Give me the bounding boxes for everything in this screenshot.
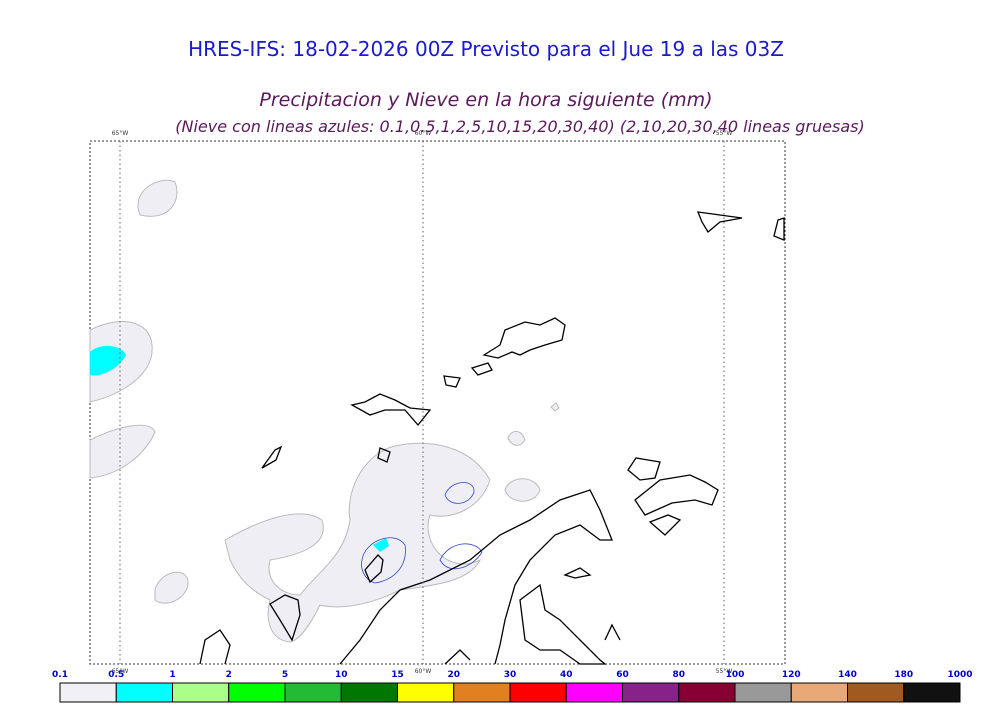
colorbar-label: 0.1 xyxy=(52,670,68,680)
map: 65°W 60°W 55°W 65°W 60°W 55°W xyxy=(89,130,786,675)
colorbar-label: 80 xyxy=(672,670,685,680)
colorbar-box xyxy=(565,682,623,703)
colorbar-label: 40 xyxy=(560,670,573,680)
precip-cyan xyxy=(373,538,389,552)
colorbar-label: 5 xyxy=(282,670,288,680)
colorbar-box xyxy=(678,682,736,703)
colorbar-box xyxy=(847,682,905,703)
colorbar: 0.1 0.5 1 2 5 10 15 20 30 40 60 80 100 120 140 180 1000 xyxy=(52,670,973,703)
map-frame xyxy=(89,140,786,665)
title: HRES-IFS: 18-02-2026 00Z Previsto para e… xyxy=(188,37,784,61)
colorbar-label: 180 xyxy=(894,670,913,680)
colorbar-label: 0.5 xyxy=(108,670,124,680)
precip-areas xyxy=(89,179,560,643)
colorbar-box xyxy=(59,682,117,703)
colorbar-box xyxy=(115,682,173,703)
colorbar-label: 100 xyxy=(726,670,745,680)
colorbar-box xyxy=(228,682,286,703)
longitude-label: 60°W xyxy=(415,668,432,675)
colorbar-box xyxy=(340,682,398,703)
colorbar-box xyxy=(509,682,567,703)
longitude-label: 65°W xyxy=(112,668,129,675)
note: (Nieve con lineas azules: 0.1,0.5,1,2,5,… xyxy=(175,117,864,136)
colorbar-label: 10 xyxy=(335,670,348,680)
coastlines xyxy=(199,211,785,665)
colorbar-label: 1 xyxy=(169,670,175,680)
longitude-label: 60°W xyxy=(415,130,432,137)
colorbar-box xyxy=(622,682,680,703)
precip-cyan xyxy=(90,345,126,376)
colorbar-label: 120 xyxy=(782,670,801,680)
colorbar-label: 20 xyxy=(447,670,460,680)
colorbar-box xyxy=(903,682,961,703)
longitude-label: 65°W xyxy=(112,130,129,137)
colorbar-box xyxy=(734,682,792,703)
longitude-label: 55°W xyxy=(716,668,733,675)
colorbar-label: 1000 xyxy=(947,670,972,680)
colorbar-label: 15 xyxy=(391,670,404,680)
colorbar-box xyxy=(453,682,511,703)
colorbar-label: 60 xyxy=(616,670,629,680)
colorbar-box xyxy=(172,682,230,703)
colorbar-box xyxy=(790,682,848,703)
colorbar-label: 140 xyxy=(838,670,857,680)
colorbar-box xyxy=(397,682,455,703)
colorbar-box xyxy=(284,682,342,703)
subtitle: Precipitacion y Nieve en la hora siguien… xyxy=(259,89,712,111)
longitude-label: 55°W xyxy=(716,130,733,137)
colorbar-label: 2 xyxy=(226,670,232,680)
colorbar-label: 30 xyxy=(504,670,517,680)
